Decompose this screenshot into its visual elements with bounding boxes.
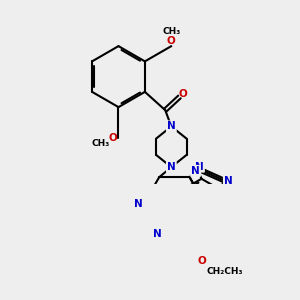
Text: O: O — [108, 133, 117, 142]
Text: N: N — [134, 199, 143, 209]
Text: N: N — [167, 162, 176, 172]
Text: O: O — [178, 89, 187, 99]
Text: N: N — [191, 166, 200, 176]
Text: N: N — [195, 162, 204, 172]
Text: CH₃: CH₃ — [91, 139, 109, 148]
Text: CH₃: CH₃ — [162, 27, 180, 36]
Text: N: N — [153, 229, 161, 239]
Text: N: N — [167, 122, 176, 131]
Text: O: O — [197, 256, 206, 266]
Text: O: O — [167, 36, 176, 46]
Text: N: N — [224, 176, 233, 186]
Text: CH₂CH₃: CH₂CH₃ — [207, 267, 243, 276]
